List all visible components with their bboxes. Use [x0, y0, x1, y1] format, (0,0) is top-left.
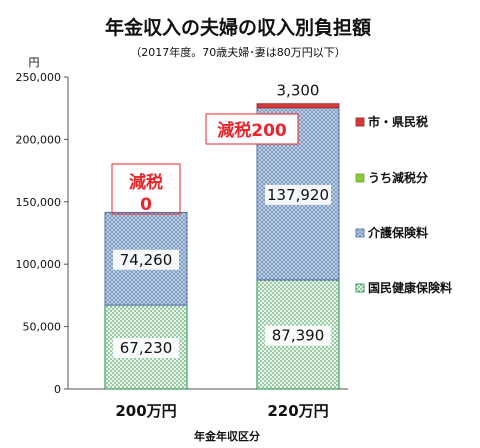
value-label: 3,300	[277, 82, 320, 100]
value-label: 137,920	[267, 186, 329, 204]
annotation-text: 減税	[129, 172, 163, 193]
chart-subtitle: （2017年度。70歳夫婦･妻は80万円以下）	[130, 45, 346, 59]
value-label-background	[113, 338, 179, 359]
legend-label: 国民健康保険料	[368, 280, 452, 295]
legend-swatch	[355, 173, 365, 183]
bar-segment	[256, 103, 340, 109]
legend-label: 市・県民税	[368, 114, 428, 129]
y-tick-label: 150,000	[16, 196, 62, 209]
value-label-background	[265, 325, 331, 346]
y-tick-label: 250,000	[16, 71, 62, 84]
chart-title: 年金収入の夫婦の収入別負担額	[105, 16, 371, 39]
x-tick-label: 200万円	[115, 402, 176, 420]
legend-label: うち減税分	[368, 170, 428, 185]
annotation-text: 減税200	[217, 120, 287, 141]
value-labels: 67,230 74,260 87,390 137,920 3,300	[113, 82, 331, 359]
annotations: 減税0 減税200	[111, 113, 299, 215]
annotation-text: 0	[140, 195, 152, 215]
x-axis-label: 年金年収区分	[194, 429, 260, 443]
value-label-background	[265, 184, 331, 205]
x-tick-label: 220万円	[267, 402, 328, 420]
y-tick-label: 0	[54, 383, 61, 396]
y-tick-label: 50,000	[23, 321, 62, 334]
value-label-background	[113, 249, 179, 270]
legend-swatch	[355, 228, 365, 238]
y-unit-label: 円	[29, 56, 40, 69]
legend-swatch	[355, 117, 365, 127]
value-label: 87,390	[272, 326, 325, 344]
y-tick-label: 100,000	[16, 258, 62, 271]
annotation-box	[205, 113, 299, 145]
legend-label: 介護保険料	[367, 225, 428, 240]
value-label: 74,260	[120, 251, 173, 269]
axes: 0 50,000 100,000 150,000 200,000 250,000 200万円…	[16, 71, 348, 420]
legend-swatch	[355, 283, 365, 293]
annotation-box	[111, 163, 181, 215]
y-tick-label: 200,000	[16, 133, 62, 146]
value-label: 67,230	[120, 339, 173, 357]
